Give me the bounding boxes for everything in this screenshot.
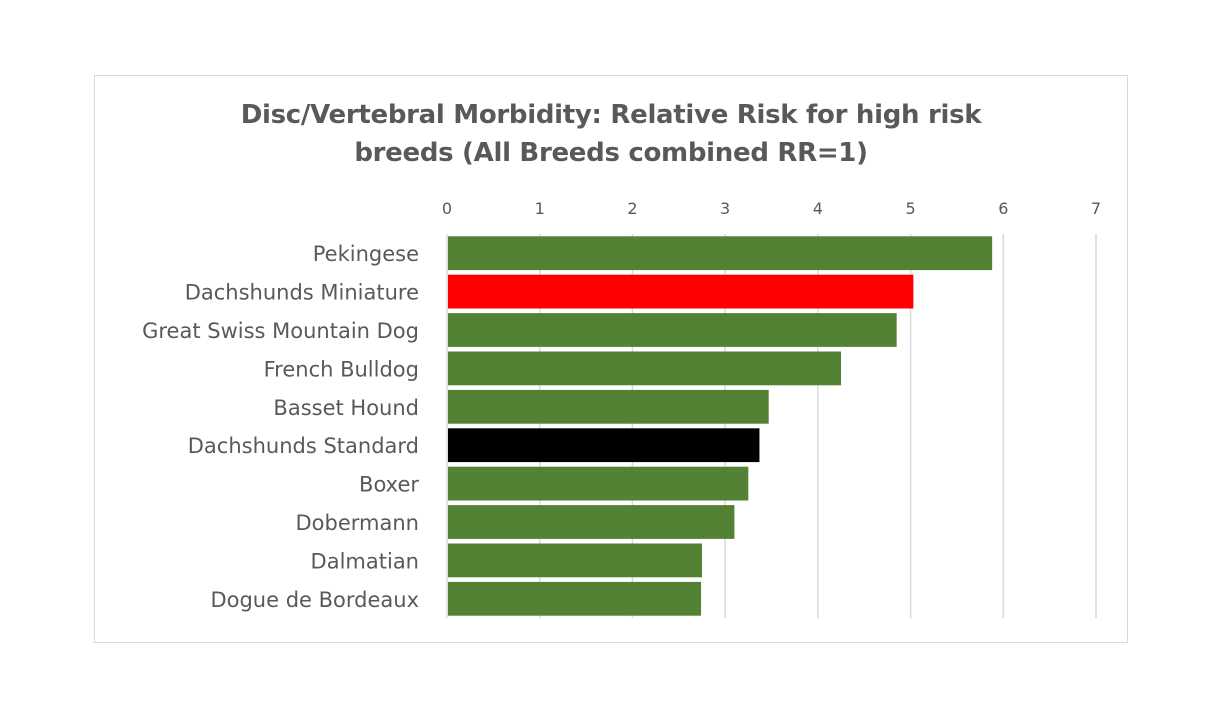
category-label: Basset Hound: [273, 396, 419, 420]
bar: [448, 274, 914, 309]
bar: [448, 466, 749, 501]
bar: [448, 389, 769, 424]
category-label: Pekingese: [313, 242, 419, 266]
bar: [448, 236, 993, 271]
category-label: Boxer: [359, 473, 419, 497]
x-tick-label: 4: [813, 199, 823, 218]
x-tick-label: 7: [1091, 199, 1101, 218]
bar: [448, 313, 897, 347]
x-tick-label: 2: [627, 199, 637, 218]
bar: [448, 581, 702, 616]
category-label: Dalmatian: [311, 549, 419, 573]
chart-title: Disc/Vertebral Morbidity: Relative Risk …: [240, 100, 982, 168]
x-tick-label: 0: [442, 199, 452, 218]
x-tick-label: 1: [535, 199, 545, 218]
category-label: Dachshunds Miniature: [185, 281, 419, 305]
x-tick-label: 3: [720, 199, 730, 218]
category-label: Dobermann: [296, 511, 419, 535]
category-label: Dachshunds Standard: [188, 434, 419, 458]
bar: [448, 351, 842, 386]
x-tick-label: 6: [998, 199, 1008, 218]
category-label: Great Swiss Mountain Dog: [142, 319, 419, 343]
bar: [448, 428, 760, 463]
category-label: Dogue de Bordeaux: [210, 588, 419, 612]
category-label: French Bulldog: [264, 357, 419, 381]
x-tick-label: 5: [905, 199, 915, 218]
bar: [448, 505, 735, 539]
bar: [448, 543, 702, 578]
